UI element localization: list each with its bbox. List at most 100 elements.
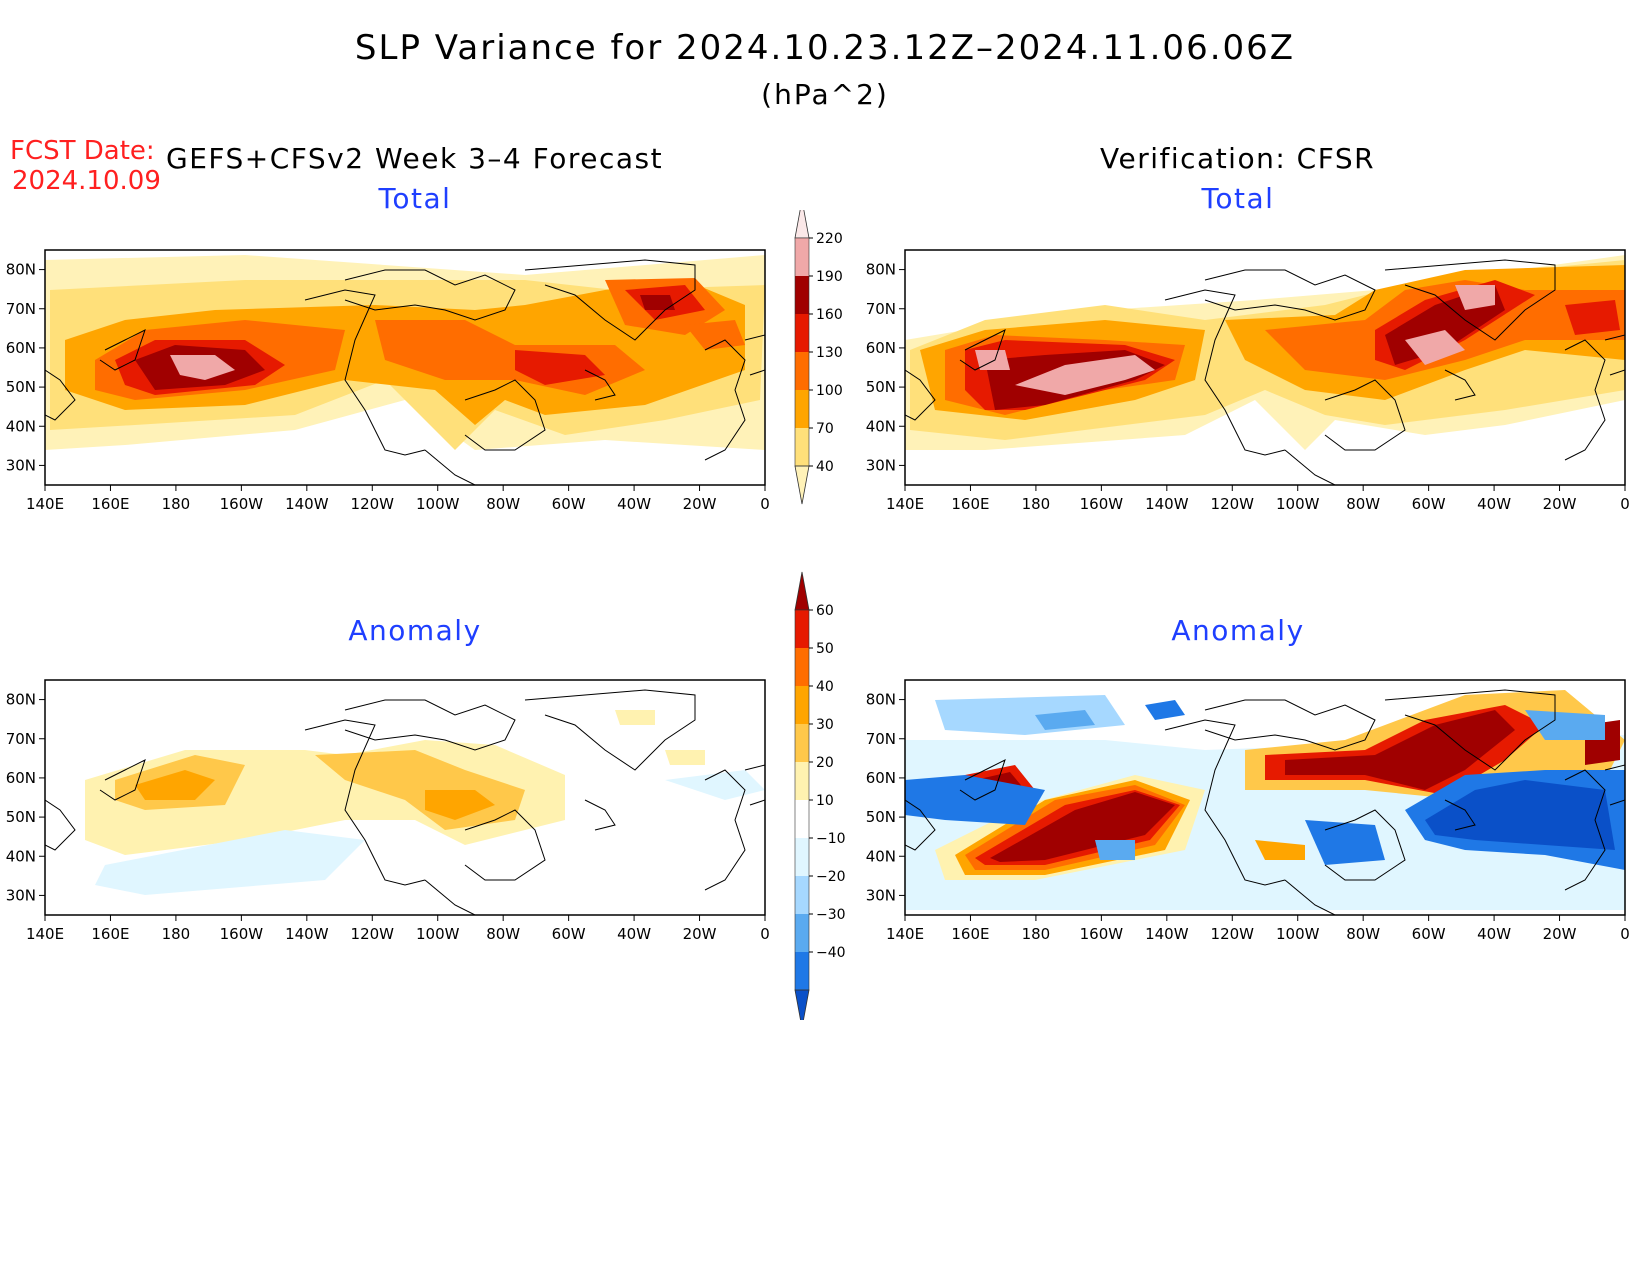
lon-tick-label: 180 [1022, 925, 1051, 943]
lon-tick-label: 0 [1620, 925, 1630, 943]
colorbar-segment [795, 314, 809, 352]
field-contour [1285, 710, 1515, 790]
lat-tick-label: 50N [866, 808, 896, 826]
field-contour [1145, 700, 1185, 720]
colorbar-segment [795, 686, 809, 724]
colorbar-segment [795, 800, 809, 838]
map-verification-anomaly: 140E 160E 180 160W 140W 120W 100W 80W 60W 40W 20W 0… [866, 679, 1630, 943]
coastline [99, 329, 146, 371]
lon-tick-label: 180 [162, 495, 191, 513]
lon-tick-label: 120W [351, 495, 395, 513]
lon-tick-label: 80W [1346, 925, 1380, 943]
coastline [424, 879, 476, 915]
lon-tick-label: 20W [683, 495, 717, 513]
colorbar-cap-bottom [794, 465, 810, 505]
map-frame [44, 249, 766, 486]
coastline [704, 769, 746, 891]
lon-tick-label: 160W [1080, 925, 1124, 943]
colorbar-segment [795, 952, 809, 990]
lon-tick-label: 60W [1412, 925, 1446, 943]
lat-tick-label: 70N [6, 300, 36, 318]
main-units: (hPa^2) [761, 78, 889, 111]
lon-tick-label: 40W [617, 495, 651, 513]
lat-tick-label: 60N [866, 339, 896, 357]
lon-tick-label: 0 [760, 925, 770, 943]
lon-tick-label: 80W [1346, 495, 1380, 513]
colorbar-segment [795, 838, 809, 876]
field-contour [1525, 710, 1605, 740]
colorbar-segment [795, 238, 809, 276]
coastline [304, 719, 426, 886]
coastline [99, 759, 146, 801]
map-frame [904, 679, 1626, 916]
lon-tick-label: 180 [162, 925, 191, 943]
lat-tick-label: 80N [6, 691, 36, 709]
lat-tick-label: 30N [6, 456, 36, 474]
colorbar-label: 70 [816, 421, 834, 437]
map-forecast-anomaly: 140E 160E 180 160W 140W 120W 100W 80W 60W 40W 20W 0… [6, 679, 770, 943]
map-frame [44, 679, 766, 916]
lat-tick-label: 70N [6, 730, 36, 748]
lon-tick-label: 140E [886, 495, 924, 513]
lon-tick-label: 160W [220, 495, 264, 513]
lon-tick-label: 40W [617, 925, 651, 943]
colorbar-segment [795, 276, 809, 314]
lon-tick-label: 80W [486, 925, 520, 943]
field-contour [665, 750, 705, 765]
coastline [524, 689, 696, 771]
colorbar-label: 190 [816, 269, 843, 285]
field-contour [425, 790, 495, 820]
colorbar-cap-top [794, 210, 810, 239]
lon-tick-label: 120W [1211, 925, 1255, 943]
colorbar-label: 50 [816, 641, 834, 657]
field-contour [1565, 300, 1620, 335]
lon-tick-label: 40W [1477, 495, 1511, 513]
lon-tick-label: 140W [285, 495, 329, 513]
colorbar-label: −40 [816, 945, 846, 961]
lon-tick-label: 100W [1276, 495, 1320, 513]
coastline [905, 799, 936, 851]
lon-tick-label: 140W [1145, 925, 1189, 943]
coastline [45, 799, 76, 851]
map-verification-total: 140E 160E 180 160W 140W 120W 100W 80W 60W 40W 20W 0… [866, 249, 1630, 513]
colorbar-label: 10 [816, 793, 834, 809]
field-contour [1095, 840, 1135, 860]
coastline [1564, 339, 1606, 461]
lon-tick-label: 20W [1543, 925, 1577, 943]
main-title: SLP Variance for 2024.10.23.12Z–2024.11.… [354, 28, 1296, 68]
lon-tick-label: 120W [351, 925, 395, 943]
field-contour [1015, 355, 1155, 395]
field-contour [1035, 710, 1095, 730]
lon-tick-label: 60W [552, 495, 586, 513]
colorbar-segment [795, 724, 809, 762]
coastline [959, 759, 1006, 801]
coastline [704, 339, 746, 461]
lon-tick-label: 60W [1412, 495, 1446, 513]
field-contour [1405, 330, 1465, 365]
colorbar-label: −10 [816, 831, 846, 847]
colorbar-segment [795, 352, 809, 390]
coastline [524, 259, 696, 341]
coastline [464, 809, 546, 881]
field-contour [640, 295, 675, 310]
colorbar-label: 60 [816, 603, 834, 619]
colorbar-label: −30 [816, 907, 846, 923]
panel-title-verif-anomaly: Anomaly [1171, 614, 1305, 647]
lon-tick-label: 160E [91, 925, 129, 943]
field-contour [1455, 285, 1495, 310]
lon-tick-label: 140W [1145, 495, 1189, 513]
lat-tick-label: 50N [6, 808, 36, 826]
lon-tick-label: 100W [416, 925, 460, 943]
coastline [1204, 699, 1376, 751]
lat-tick-label: 40N [866, 847, 896, 865]
lon-tick-label: 160E [951, 495, 989, 513]
coastline [1384, 689, 1556, 771]
coastline [744, 334, 765, 376]
coastline [1164, 289, 1286, 456]
lon-tick-label: 20W [1543, 495, 1577, 513]
colorbar-segment [795, 390, 809, 428]
coastline [464, 379, 546, 451]
field-contour [975, 350, 1010, 370]
lon-tick-label: 120W [1211, 495, 1255, 513]
lat-tick-label: 40N [6, 417, 36, 435]
